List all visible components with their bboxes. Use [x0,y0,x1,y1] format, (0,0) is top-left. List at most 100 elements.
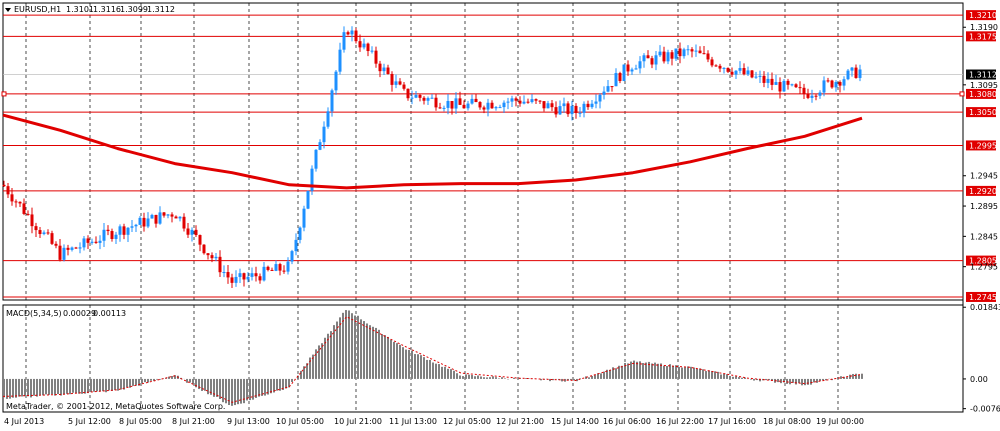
candle-body [138,217,142,225]
candle-body [750,70,754,78]
candle-body [94,241,98,243]
candle-body [342,32,346,50]
x-tick-label: 19 Jul 00:00 [816,417,864,426]
candle-body [422,97,426,101]
candle-body [618,73,622,81]
candle-body [62,247,66,260]
price-line-tag [966,255,996,266]
candle-body [634,68,638,70]
candle-body [758,75,762,77]
candle-body [286,261,290,272]
candle-body [198,235,202,245]
candle-body [638,61,642,69]
candle-body [410,97,414,99]
candle-body [754,76,758,78]
candle-body [182,216,186,229]
candle-body [434,97,438,108]
x-tick-label: 11 Jul 13:00 [389,417,437,426]
candle-body [374,50,378,64]
candle-body [330,90,334,112]
macd-signal-line [2,316,863,403]
candle-body [54,243,58,246]
candle-body [470,98,474,104]
price-line-tag [966,31,996,42]
candle-body [810,95,814,98]
candle-body [10,194,14,202]
symbol-label: EURUSD,H1 [14,5,61,14]
candle-body [130,226,134,228]
candle-body [534,99,538,101]
horizontal-price-lines: 1.3210 1.3175 1.3080 1.3050 1.2995 1.2920 1.28… [1,10,997,302]
candle-body [302,208,306,228]
candle-body [674,48,678,59]
candle-body [662,51,666,62]
candle-body [250,273,254,277]
candle-body [78,247,82,249]
candle-body [126,227,130,235]
candle-body [442,107,446,109]
candle-body [366,43,370,52]
candle-body [406,88,410,99]
candle-body [446,100,450,108]
x-tick-label: 16 Jul 06:00 [603,417,651,426]
candle-body [602,91,606,95]
candle-body [554,107,558,115]
candle-body [474,98,478,103]
candle-body [270,269,274,271]
candle-body [738,68,742,71]
candle-body [42,232,46,235]
candle-body [110,231,114,239]
candle-body [390,73,394,85]
candlestick-series [2,26,862,288]
candle-body [30,214,34,227]
candle-body [350,30,354,35]
candle-body [562,103,566,107]
macd-tick-label: -0.00764 [970,405,1000,414]
candle-body [258,276,262,281]
candle-body [150,214,154,219]
price-line-label: 1.3210 [969,11,997,20]
indicator-pane-frame [2,304,964,413]
candle-body [718,65,722,69]
candle-body [82,238,86,248]
candle-body [218,256,222,273]
candle-body [170,214,174,217]
grid-layer [25,3,839,412]
candle-body [622,64,626,81]
candle-body [538,100,542,102]
candle-body [458,98,462,105]
candle-body [722,67,726,69]
line-handle-left [1,91,7,97]
candle-body [242,273,246,280]
candle-body [26,213,30,215]
candle-body [230,277,234,283]
candle-body [702,53,706,55]
candle-body [610,86,614,88]
y-tick-label: 1.2845 [970,232,998,241]
candle-body [546,103,550,109]
candle-body [346,32,350,35]
candle-body [550,103,554,108]
candle-body [370,50,374,52]
low-price: 1.3099 [120,5,148,14]
candle-body [786,80,790,85]
dropdown-triangle-icon[interactable] [5,8,11,12]
candle-body [522,101,526,104]
x-tick-label: 10 Jul 05:00 [276,417,324,426]
macd-value-1: 0.00029 [63,309,96,318]
close-price: 1.3112 [147,5,175,14]
candle-body [402,84,406,89]
candle-body [850,67,854,71]
macd-histogram [3,310,863,406]
price-line-label: 1.3175 [969,32,997,41]
candle-body [290,251,294,262]
candle-body [518,100,522,104]
x-tick-label: 8 Jul 21:00 [172,417,215,426]
x-tick-label: 4 Jul 2013 [4,417,44,426]
candle-body [174,216,178,219]
candle-body [34,226,38,231]
candle-body [278,264,282,271]
candle-body [246,276,250,280]
candle-body [694,50,698,52]
